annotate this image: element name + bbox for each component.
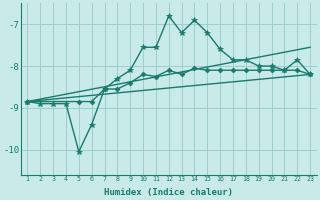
X-axis label: Humidex (Indice chaleur): Humidex (Indice chaleur) (104, 188, 233, 197)
